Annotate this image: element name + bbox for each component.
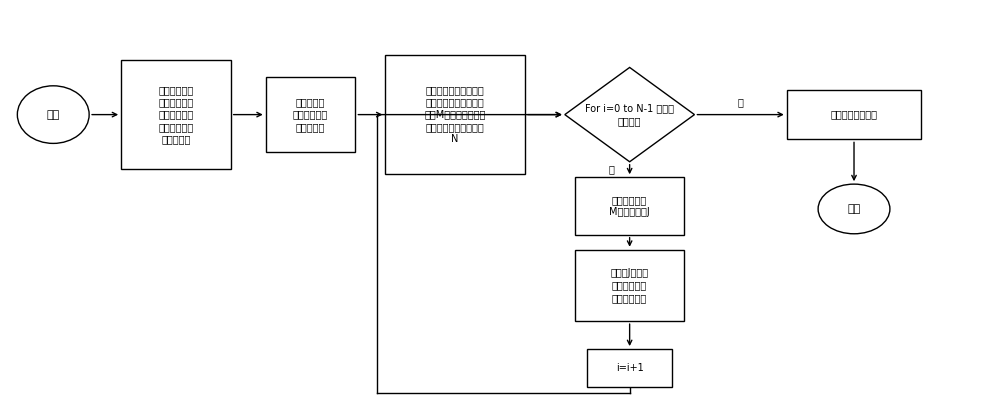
Text: 结束: 结束 bbox=[847, 204, 861, 214]
Text: For i=0 to N-1 循环是
否结束？: For i=0 to N-1 循环是 否结束？ bbox=[585, 103, 674, 126]
Bar bbox=[121, 60, 231, 169]
Text: 是: 是 bbox=[738, 98, 744, 107]
Text: 否: 否 bbox=[609, 164, 615, 175]
Bar bbox=[787, 90, 921, 139]
Text: 开始: 开始 bbox=[47, 109, 60, 120]
Text: 保存离散域的数据: 保存离散域的数据 bbox=[831, 109, 878, 120]
Bar bbox=[266, 77, 355, 152]
Bar bbox=[587, 349, 672, 387]
Bar bbox=[575, 250, 684, 321]
Text: 生成一个链
表，存放图多
面体的编号: 生成一个链 表，存放图多 面体的编号 bbox=[293, 97, 328, 132]
Text: 随机生成一个
M以内的整数J: 随机生成一个 M以内的整数J bbox=[609, 195, 650, 217]
Text: i=i+1: i=i+1 bbox=[616, 363, 644, 373]
Text: 将离散域中所
有基本图多面
体编号，每一
个图多面体生
成唯一编号: 将离散域中所 有基本图多面 体编号，每一 个图多面体生 成唯一编号 bbox=[158, 85, 194, 144]
Polygon shape bbox=[565, 67, 694, 162]
Text: 编号为J的凸多
面体设定为非
多孔介质结构: 编号为J的凸多 面体设定为非 多孔介质结构 bbox=[611, 268, 649, 303]
Text: 读取多孔介质的存在概
率，乘以总的凸多面体
数量M，得到不属于多
孔介质的凸多面体数量
N: 读取多孔介质的存在概 率，乘以总的凸多面体 数量M，得到不属于多 孔介质的凸多面… bbox=[424, 85, 486, 144]
Bar bbox=[575, 177, 684, 235]
Ellipse shape bbox=[17, 86, 89, 143]
Ellipse shape bbox=[818, 184, 890, 234]
Bar bbox=[385, 55, 525, 174]
